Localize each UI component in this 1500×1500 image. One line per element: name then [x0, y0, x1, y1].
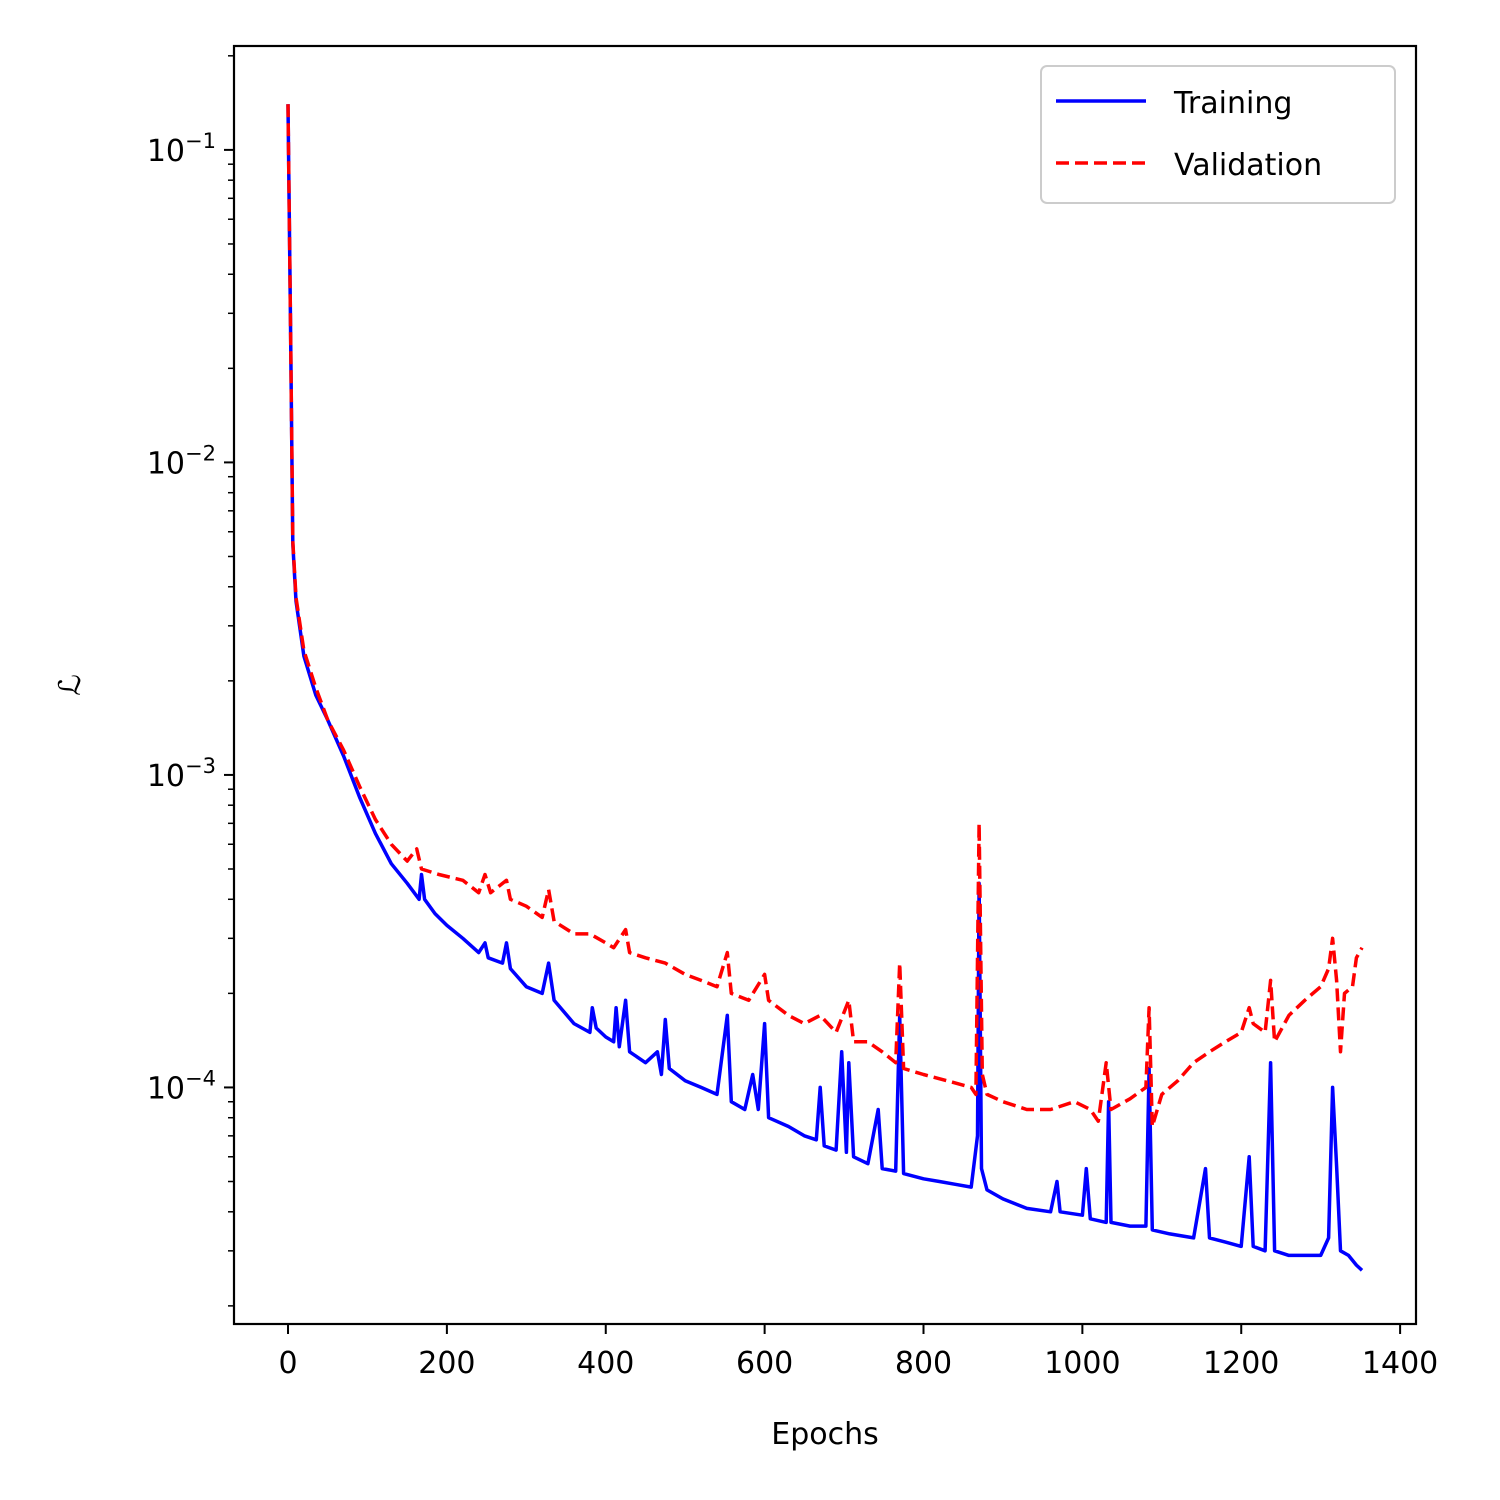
x-tick-label: 200	[418, 1346, 475, 1381]
series-line-training	[286, 104, 1364, 1272]
y-tick-label: 10−3	[147, 754, 216, 794]
legend-label-training: Training	[1173, 86, 1292, 121]
x-tick-label: 0	[278, 1346, 297, 1381]
y-axis-label: ℒ	[53, 674, 88, 696]
legend: Training Validation	[1040, 65, 1396, 204]
plot-frame	[232, 44, 1418, 1326]
x-tick-label: 1400	[1362, 1346, 1438, 1381]
x-tick-label: 1200	[1203, 1346, 1279, 1381]
x-tick-label: 800	[895, 1346, 952, 1381]
y-tick-label: 10−1	[147, 129, 216, 169]
x-axis-ticks: 0 200 400 600 800 1000 1200 1400	[278, 1324, 1438, 1381]
x-axis-label: Epochs	[771, 1417, 879, 1452]
y-tick-label: 10−2	[147, 441, 216, 481]
legend-label-validation: Validation	[1174, 148, 1322, 183]
x-tick-label: 1000	[1044, 1346, 1120, 1381]
y-tick-label: 10−4	[147, 1066, 216, 1106]
series-layer	[286, 104, 1364, 1272]
x-tick-label: 600	[736, 1346, 793, 1381]
x-tick-label: 400	[577, 1346, 634, 1381]
y-axis-ticks: 10−1 10−2 10−3 10−4	[147, 55, 234, 1307]
